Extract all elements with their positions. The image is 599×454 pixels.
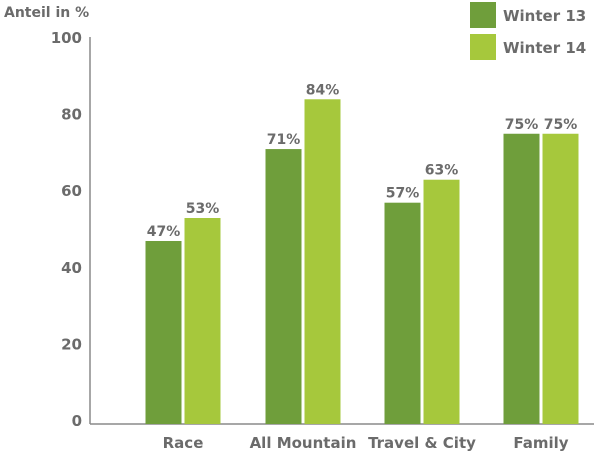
y-tick-label: 60: [61, 182, 82, 200]
x-tick-label: Family: [513, 434, 568, 452]
y-tick-label: 20: [61, 335, 82, 353]
y-tick-label: 40: [61, 259, 82, 277]
y-axis-ticks: 0 20 40 60 80 100: [51, 29, 82, 430]
bar-all-mountain-0: [265, 149, 302, 424]
x-tick-label: All Mountain: [250, 434, 357, 452]
y-tick-label: 80: [61, 106, 82, 124]
legend-swatch: [470, 2, 496, 28]
bar-race-0: [145, 240, 182, 424]
bar-race-1: [184, 218, 221, 424]
bars: 47% 53% 71% 84% 57% 63% 75% 75%: [145, 82, 579, 424]
bar-travel-city-1: [423, 179, 460, 424]
data-label: 53%: [186, 201, 220, 217]
y-axis-label: Anteil in %: [4, 5, 89, 21]
bar-family-0: [503, 133, 540, 424]
legend-label: Winter 13: [503, 7, 586, 25]
data-label: 47%: [147, 224, 181, 240]
data-label: 75%: [505, 117, 539, 133]
x-tick-label: Race: [163, 434, 204, 452]
y-tick-label: 100: [51, 29, 82, 47]
data-label: 57%: [386, 186, 420, 202]
data-label: 75%: [544, 117, 578, 133]
y-tick-label: 0: [72, 412, 82, 430]
legend-swatch: [470, 34, 496, 60]
x-tick-label: Travel & City: [368, 434, 476, 452]
legend-label: Winter 14: [503, 39, 586, 57]
data-label: 84%: [306, 82, 340, 98]
data-label: 71%: [267, 132, 301, 148]
data-label: 63%: [425, 163, 459, 179]
legend: Winter 13 Winter 14: [470, 2, 586, 60]
bar-family-1: [542, 133, 579, 424]
bar-all-mountain-1: [304, 99, 341, 424]
bar-travel-city-0: [384, 202, 421, 424]
category-labels: Race All Mountain Travel & City Family: [163, 434, 569, 452]
